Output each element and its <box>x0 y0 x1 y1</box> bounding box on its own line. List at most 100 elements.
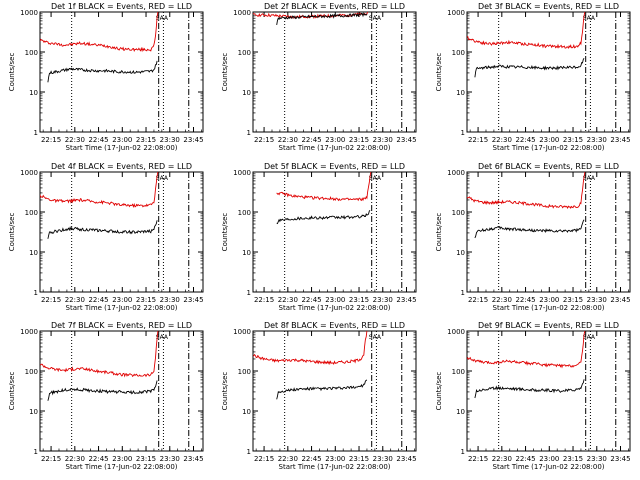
y-tick-label: 1 <box>461 289 465 297</box>
series-lld <box>467 12 586 49</box>
panel-det-6: Det 6f BLACK = Events, RED = LLD 1 10 100 10… <box>435 162 631 312</box>
x-tick-label: 23:00 <box>325 136 345 144</box>
x-tick-label: 23:00 <box>112 455 132 463</box>
y-tick-label: 1 <box>247 448 251 456</box>
series-events <box>47 220 158 239</box>
x-axis-label: Start Time (17-Jun-02 22:08:00) <box>493 463 605 471</box>
x-tick-label: 23:15 <box>136 455 156 463</box>
x-tick-label: 22:45 <box>88 296 108 304</box>
x-tick-label: 23:00 <box>539 296 559 304</box>
panel-det-3: Det 3f BLACK = Events, RED = LLD 1 10 100 10… <box>435 2 631 152</box>
x-tick-label: 23:45 <box>396 296 416 304</box>
x-tick-label: 23:00 <box>539 136 559 144</box>
panel-title: Det 8f BLACK = Events, RED = LLD <box>264 321 405 330</box>
x-tick-label: 22:45 <box>88 136 108 144</box>
series-events <box>276 209 371 225</box>
series-events <box>47 380 158 401</box>
x-tick-label: 22:30 <box>492 455 512 463</box>
series-events <box>276 12 368 25</box>
series-lld <box>467 172 586 209</box>
y-tick-label: 1000 <box>447 328 465 336</box>
panel-title: Det 9f BLACK = Events, RED = LLD <box>478 321 619 330</box>
x-tick-label: 22:15 <box>41 136 61 144</box>
x-tick-label: 23:45 <box>610 136 630 144</box>
series-lld <box>40 172 159 208</box>
y-axis-label: Counts/sec <box>8 372 16 411</box>
series-lld <box>40 12 159 53</box>
y-tick-label: 100 <box>238 209 251 217</box>
x-tick-label: 22:30 <box>278 136 298 144</box>
y-tick-label: 10 <box>242 408 251 416</box>
saa-label: SAA <box>369 15 382 22</box>
y-tick-label: 1000 <box>233 169 251 177</box>
x-tick-label: 23:30 <box>160 455 180 463</box>
x-tick-label: 23:00 <box>539 455 559 463</box>
panel-title: Det 2f BLACK = Events, RED = LLD <box>264 2 405 11</box>
series-lld <box>276 172 372 202</box>
series-events <box>47 60 158 83</box>
series-events <box>474 379 585 399</box>
x-tick-label: 23:15 <box>349 455 369 463</box>
x-tick-label: 22:15 <box>468 455 488 463</box>
x-tick-label: 23:45 <box>183 455 203 463</box>
x-tick-label: 23:15 <box>563 455 583 463</box>
saa-label: SAA <box>156 15 169 22</box>
y-axis-label: Counts/sec <box>8 53 16 92</box>
panel-title: Det 7f BLACK = Events, RED = LLD <box>51 321 192 330</box>
y-tick-label: 10 <box>29 89 38 97</box>
x-tick-label: 23:15 <box>136 136 156 144</box>
x-tick-label: 22:30 <box>65 455 85 463</box>
y-tick-label: 1 <box>461 129 465 137</box>
y-tick-label: 100 <box>25 368 38 376</box>
plot-frame <box>39 11 204 133</box>
y-tick-label: 100 <box>452 368 465 376</box>
saa-label: SAA <box>156 334 169 341</box>
x-tick-label: 23:45 <box>396 136 416 144</box>
y-axis-label: Counts/sec <box>221 213 229 252</box>
y-tick-label: 1 <box>34 289 38 297</box>
y-axis-label: Counts/sec <box>435 213 443 252</box>
y-tick-label: 1000 <box>233 328 251 336</box>
x-tick-label: 23:00 <box>112 136 132 144</box>
x-axis-label: Start Time (17-Jun-02 22:08:00) <box>279 304 391 312</box>
x-axis-label: Start Time (17-Jun-02 22:08:00) <box>493 304 605 312</box>
plot-frame <box>252 171 417 293</box>
series-lld <box>253 331 368 366</box>
x-tick-label: 22:15 <box>254 455 274 463</box>
y-tick-label: 1000 <box>20 328 38 336</box>
plot-frame <box>252 11 417 133</box>
y-axis-label: Counts/sec <box>8 213 16 252</box>
x-tick-label: 23:30 <box>373 136 393 144</box>
panel-det-4: Det 4f BLACK = Events, RED = LLD 1 10 100 10… <box>8 162 204 312</box>
x-tick-label: 23:45 <box>610 296 630 304</box>
panel-title: Det 5f BLACK = Events, RED = LLD <box>264 162 405 171</box>
panel-det-5: Det 5f BLACK = Events, RED = LLD 1 10 100 10… <box>221 162 417 312</box>
x-tick-label: 22:45 <box>515 136 535 144</box>
plot-frame <box>466 11 631 133</box>
x-tick-label: 22:30 <box>492 296 512 304</box>
x-tick-label: 23:30 <box>587 455 607 463</box>
panel-det-7: Det 7f BLACK = Events, RED = LLD 1 10 100 10… <box>8 321 204 471</box>
y-tick-label: 10 <box>242 89 251 97</box>
y-tick-label: 1000 <box>447 9 465 17</box>
series-events <box>474 57 585 78</box>
x-tick-label: 23:30 <box>373 296 393 304</box>
x-tick-label: 23:00 <box>112 296 132 304</box>
y-axis-label: Counts/sec <box>435 372 443 411</box>
y-tick-label: 10 <box>456 249 465 257</box>
y-tick-label: 1000 <box>447 169 465 177</box>
x-tick-label: 22:15 <box>254 136 274 144</box>
x-tick-label: 23:45 <box>183 296 203 304</box>
x-tick-label: 23:30 <box>373 455 393 463</box>
y-tick-label: 10 <box>29 408 38 416</box>
x-tick-label: 23:45 <box>396 455 416 463</box>
x-tick-label: 22:45 <box>515 296 535 304</box>
panel-det-2: Det 2f BLACK = Events, RED = LLD 1 10 100 10… <box>221 2 417 152</box>
x-tick-label: 22:45 <box>301 136 321 144</box>
saa-label: SAA <box>583 15 596 22</box>
x-tick-label: 23:30 <box>587 136 607 144</box>
series-events <box>276 379 368 400</box>
y-tick-label: 100 <box>238 368 251 376</box>
y-tick-label: 1000 <box>20 9 38 17</box>
